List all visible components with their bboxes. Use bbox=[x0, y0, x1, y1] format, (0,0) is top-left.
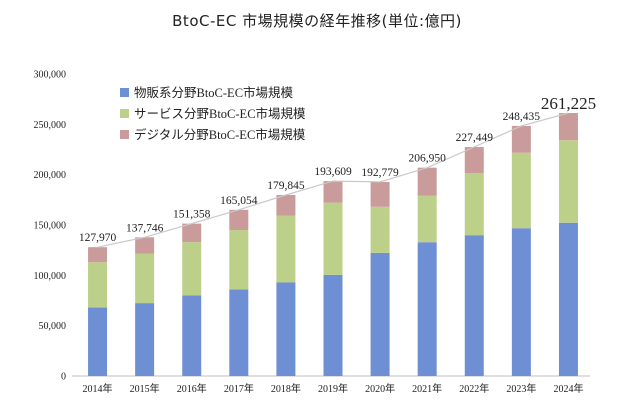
y-tick-label: 200,000 bbox=[34, 170, 67, 181]
bar-segment-2 bbox=[370, 206, 390, 253]
bar-segment-3 bbox=[135, 237, 155, 254]
x-tick-label: 2016年 bbox=[177, 382, 207, 395]
chart-title: BtoC-EC 市場規模の経年推移(単位:億円) bbox=[172, 12, 462, 30]
bar-segment-2 bbox=[511, 152, 531, 229]
legend-label: デジタル分野BtoC-EC市場規模 bbox=[134, 127, 306, 142]
bar-segment-2 bbox=[558, 140, 578, 223]
bar-segment-1 bbox=[464, 235, 484, 376]
bar-segment-2 bbox=[88, 262, 108, 308]
bar-segment-3 bbox=[182, 223, 202, 243]
total-label: 179,845 bbox=[267, 180, 305, 192]
x-tick-label: 2015年 bbox=[130, 382, 160, 395]
bar-segment-3 bbox=[276, 194, 296, 216]
bar-segment-3 bbox=[417, 167, 437, 196]
bar-segment-1 bbox=[370, 252, 390, 376]
bar-segment-1 bbox=[229, 289, 249, 376]
x-tick-label: 2014年 bbox=[83, 382, 113, 395]
total-label: 193,609 bbox=[314, 166, 352, 178]
legend-swatch bbox=[120, 109, 129, 118]
total-label: 192,779 bbox=[361, 167, 399, 179]
x-tick-label: 2017年 bbox=[224, 382, 254, 395]
x-tick-label: 2019年 bbox=[318, 382, 348, 395]
bar-segment-1 bbox=[88, 307, 108, 376]
bar-segment-1 bbox=[135, 303, 155, 376]
y-tick-label: 250,000 bbox=[34, 120, 67, 131]
bar-segment-1 bbox=[558, 222, 578, 376]
bar-segment-2 bbox=[229, 230, 249, 290]
y-tick-label: 150,000 bbox=[34, 221, 67, 232]
total-label: 127,970 bbox=[79, 232, 117, 244]
y-tick-label: 0 bbox=[61, 372, 66, 383]
total-label: 151,358 bbox=[173, 209, 211, 221]
y-tick-label: 300,000 bbox=[34, 70, 67, 81]
x-tick-label: 2022年 bbox=[459, 382, 489, 395]
bar-segment-1 bbox=[182, 295, 202, 376]
bar-segment-3 bbox=[558, 113, 578, 141]
bar-segment-2 bbox=[323, 202, 343, 275]
bar-segment-1 bbox=[417, 242, 437, 376]
legend-label: 物販系分野BtoC-EC市場規模 bbox=[134, 85, 294, 100]
bar-segment-1 bbox=[276, 282, 296, 376]
bar-segment-3 bbox=[323, 181, 343, 203]
x-tick-label: 2021年 bbox=[412, 382, 442, 395]
total-label: 227,449 bbox=[456, 132, 494, 144]
total-label: 261,225 bbox=[541, 94, 596, 113]
bar-segment-2 bbox=[182, 242, 202, 296]
total-label: 206,950 bbox=[408, 153, 446, 165]
bar-segment-3 bbox=[511, 125, 531, 153]
total-label: 165,054 bbox=[220, 195, 258, 207]
legend-swatch bbox=[120, 130, 129, 139]
legend-label: サービス分野BtoC-EC市場規模 bbox=[134, 106, 306, 121]
x-tick-label: 2020年 bbox=[365, 382, 395, 395]
bar-segment-3 bbox=[464, 147, 484, 174]
bar-segment-3 bbox=[229, 209, 249, 231]
bar-segment-3 bbox=[88, 247, 108, 263]
legend-swatch bbox=[120, 88, 129, 97]
y-tick-label: 50,000 bbox=[39, 321, 67, 332]
bar-segment-2 bbox=[276, 215, 296, 283]
total-label: 137,746 bbox=[126, 222, 164, 234]
bar-segment-3 bbox=[370, 181, 390, 207]
x-tick-label: 2018年 bbox=[271, 382, 301, 395]
bar-segment-2 bbox=[464, 173, 484, 236]
bar-segment-2 bbox=[417, 195, 437, 243]
bar-segment-1 bbox=[323, 274, 343, 376]
total-trend-line bbox=[97, 112, 569, 248]
x-tick-label: 2024年 bbox=[553, 382, 583, 395]
bar-segment-1 bbox=[511, 228, 531, 376]
y-tick-label: 100,000 bbox=[34, 271, 67, 282]
bar-segment-2 bbox=[135, 253, 155, 304]
x-tick-label: 2023年 bbox=[506, 382, 536, 395]
total-label: 248,435 bbox=[503, 111, 541, 123]
